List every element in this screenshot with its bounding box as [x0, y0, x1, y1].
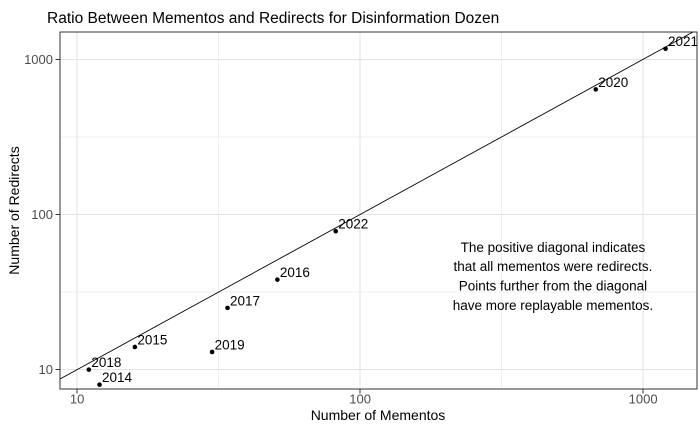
- annotation-layer: The positive diagonal indicates that all …: [453, 240, 653, 313]
- annotation-text-line: that all mementos were redirects.: [454, 259, 653, 274]
- y-tick-label: 10: [39, 362, 53, 377]
- point-label: 2020: [598, 75, 628, 90]
- annotation-text-line: Points further from the diagonal: [459, 279, 647, 294]
- point-label: 2014: [102, 370, 133, 385]
- x-tick-label: 10: [70, 392, 84, 407]
- data-point: [225, 305, 230, 311]
- point-label: 2019: [215, 337, 245, 352]
- panel-border-layer: [59, 31, 698, 390]
- identity-line: [59, 31, 694, 380]
- data-point: [593, 87, 599, 92]
- point-label: 2017: [230, 293, 260, 308]
- y-tick-label: 100: [31, 207, 53, 222]
- data-point: [209, 349, 215, 355]
- point-label: 2018: [91, 355, 121, 370]
- point-label: 2021: [668, 34, 698, 49]
- data-point: [333, 228, 339, 234]
- y-tick-label: 1000: [24, 52, 53, 67]
- panel-border: [59, 31, 698, 390]
- annotation-text-line: have more replayable mementos.: [453, 298, 653, 313]
- annotation-text-line: The positive diagonal indicates: [461, 240, 646, 255]
- chart-title: Ratio Between Mementos and Redirects for…: [47, 10, 499, 27]
- point-label: 2015: [137, 332, 167, 347]
- data-points-layer: 2014 2015 2016 2017 2018 2019 2020 2021 2022: [86, 34, 698, 387]
- data-point: [132, 344, 138, 350]
- axis-ticks-layer: 10 100 1000 10 100 1000: [24, 52, 658, 407]
- point-label: 2022: [338, 217, 368, 232]
- identity-line-layer: [59, 31, 694, 380]
- x-tick-label: 100: [349, 392, 371, 407]
- point-label: 2016: [280, 265, 310, 280]
- x-tick-label: 1000: [629, 392, 658, 407]
- x-axis-title: Number of Mementos: [311, 407, 446, 423]
- data-point: [275, 277, 280, 282]
- y-axis-title: Number of Redirects: [6, 146, 22, 274]
- data-point: [663, 46, 668, 52]
- data-point: [86, 367, 92, 372]
- grid-layer: [60, 32, 697, 389]
- data-point: [97, 382, 102, 387]
